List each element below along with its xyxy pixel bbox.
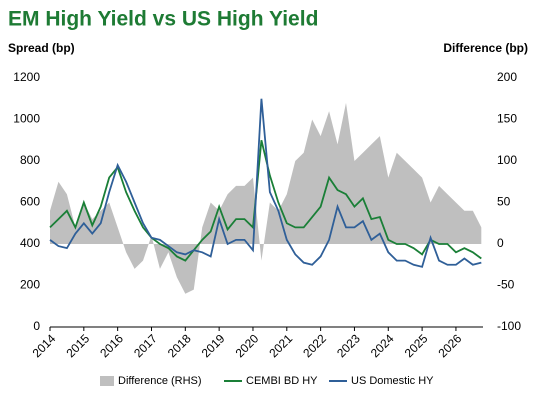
y2-tick-label: 50 [497,195,511,209]
y-tick-label: 800 [20,153,40,167]
legend-label: CEMBI BD HY [246,375,318,387]
y-tick-label: 1200 [13,70,40,84]
x-tick-label: 2015 [63,331,92,360]
line [49,98,482,268]
legend-label: Difference (RHS) [118,375,202,387]
y-tick-label: 200 [20,278,40,292]
x-tick-label: 2023 [334,331,363,360]
line [49,140,482,262]
x-tick-label: 2022 [300,331,329,360]
y2-axis-title: Difference (bp) [443,41,528,55]
x-tick-label: 2018 [165,331,194,360]
x-tick-label: 2017 [131,331,160,360]
x-tick-label: 2019 [199,331,228,360]
x-tick-label: 2016 [97,331,126,360]
y2-tick-label: 0 [497,236,504,250]
x-tick-label: 2020 [233,331,262,360]
legend-swatch [100,376,114,386]
y-tick-label: 400 [20,236,40,250]
x-tick-label: 2026 [436,331,465,360]
y-tick-label: 600 [20,195,40,209]
chart-title: EM High Yield vs US High Yield [8,8,318,31]
x-tick-label: 2021 [266,331,295,360]
area [50,102,482,294]
y2-tick-label: 200 [497,70,517,84]
y-tick-label: 1000 [13,112,40,126]
x-tick-label: 2014 [30,331,59,360]
legend-label: US Domestic HY [351,375,434,387]
y2-tick-label: -50 [497,278,515,292]
y2-tick-label: -100 [497,319,521,333]
y-tick-label: 0 [33,319,40,333]
y-axis-title: Spread (bp) [8,41,75,55]
y2-tick-label: 150 [497,112,517,126]
x-tick-label: 2024 [368,331,397,360]
y2-tick-label: 100 [497,153,517,167]
x-tick-label: 2025 [402,331,431,360]
